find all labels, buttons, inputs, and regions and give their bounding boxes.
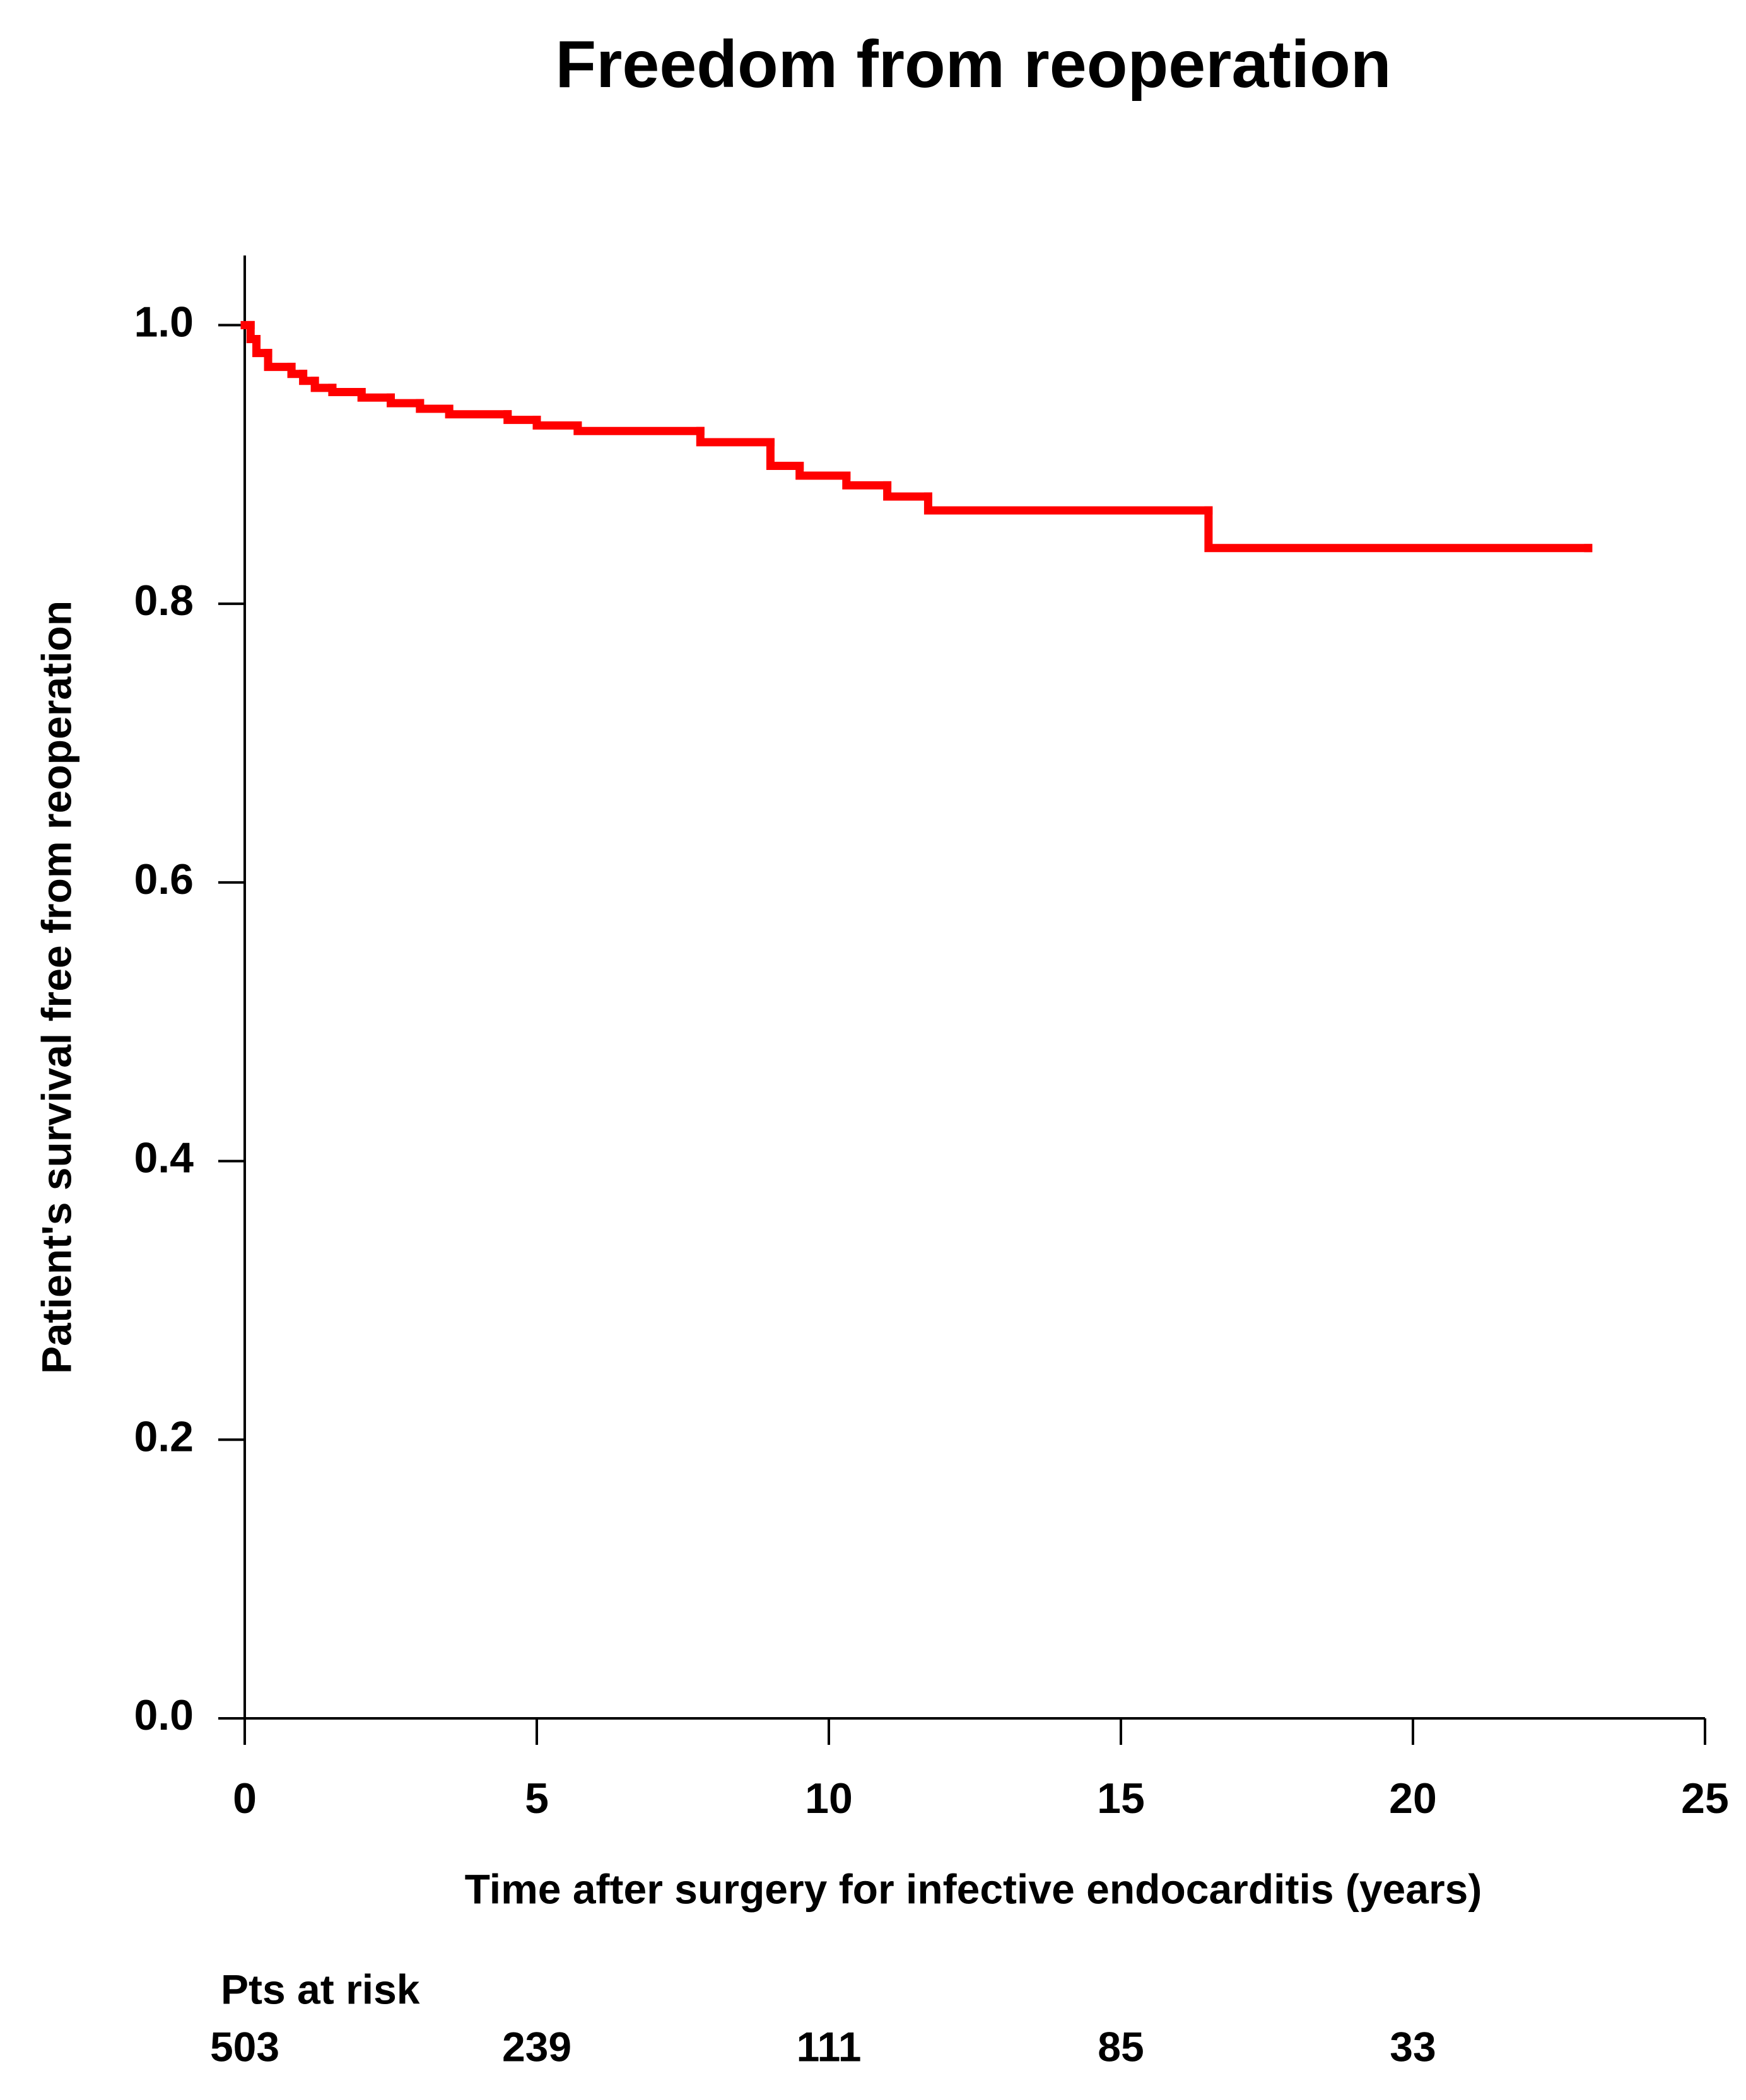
km-step	[766, 438, 804, 470]
y-tick-label: 0.8	[134, 577, 194, 625]
km-step	[532, 416, 582, 430]
km-step	[573, 421, 705, 435]
x-tick-label: 10	[805, 1774, 853, 1822]
risk-count: 33	[1390, 2023, 1436, 2070]
risk-count: 503	[210, 2023, 279, 2070]
km-step	[310, 377, 337, 392]
km-step	[923, 492, 1213, 515]
risk-table-label: Pts at risk	[221, 1966, 420, 2012]
y-tick-label: 0.6	[134, 855, 194, 903]
x-tick-label: 20	[1389, 1774, 1437, 1822]
km-step	[264, 349, 296, 372]
y-axis-label: Patient's survival free from reoperation	[33, 601, 79, 1374]
x-tick-label: 15	[1097, 1774, 1145, 1822]
y-tick-label: 1.0	[134, 298, 194, 346]
km-step	[387, 393, 425, 408]
km-step	[357, 387, 395, 402]
y-tick-label: 0.4	[134, 1134, 194, 1182]
y-tick-label: 0.2	[134, 1412, 194, 1460]
x-axis-label: Time after surgery for infective endocar…	[465, 1865, 1482, 1912]
km-step	[1204, 506, 1593, 553]
km-step	[328, 384, 366, 396]
chart-title: Freedom from reoperation	[555, 27, 1391, 102]
km-step	[795, 461, 851, 480]
risk-count: 85	[1098, 2023, 1144, 2070]
x-tick-label: 5	[525, 1774, 549, 1822]
km-step	[883, 481, 932, 501]
risk-count: 239	[502, 2023, 571, 2070]
x-tick-label: 0	[233, 1774, 257, 1822]
risk-count: 111	[797, 2023, 862, 2070]
km-step	[696, 426, 775, 447]
y-tick-label: 0.0	[134, 1691, 194, 1739]
km-step	[445, 404, 512, 419]
x-tick-label: 25	[1681, 1774, 1729, 1822]
km-step	[503, 410, 541, 425]
km-step	[416, 399, 454, 413]
km-step	[842, 471, 892, 490]
